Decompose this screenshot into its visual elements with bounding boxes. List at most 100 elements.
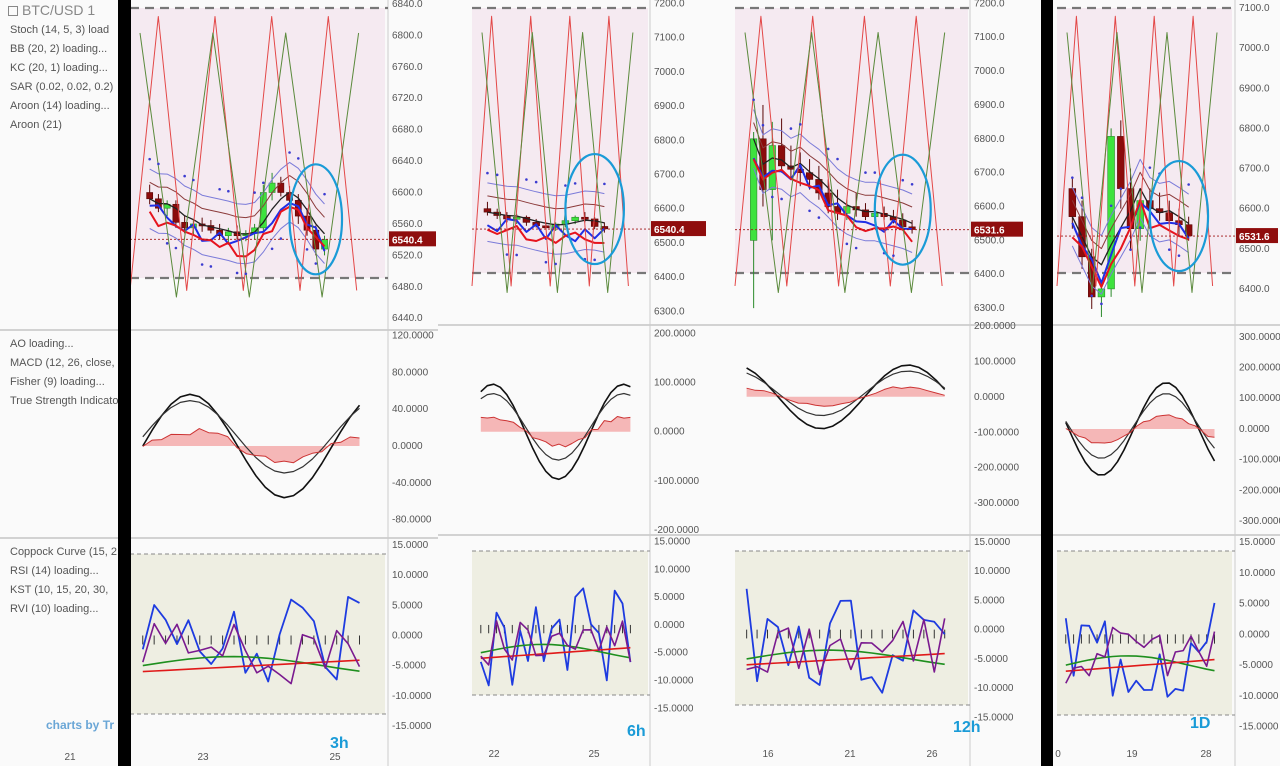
aroon-up-line: [734, 15, 943, 287]
aroon-down-line: [744, 32, 946, 293]
oscillator-axis-label: -5.0000: [392, 661, 426, 672]
annotation-ellipse: [1148, 159, 1210, 273]
oscillator-axis-label: -10.0000: [974, 683, 1014, 694]
oscillator-axis-label: 10.0000: [654, 564, 691, 575]
sar-dot: [314, 262, 318, 265]
tsi-line: [746, 386, 945, 407]
aroon-down-line: [139, 32, 360, 298]
timeframe-annotation: 1D: [1190, 715, 1210, 732]
timeframe-annotation: 3h: [330, 735, 349, 752]
oscillator-axis-label: -10.0000: [1239, 691, 1279, 702]
x-axis-tick-label: 21: [64, 752, 76, 763]
panel-separator: [1041, 0, 1053, 766]
annotation-ellipse: [288, 163, 344, 276]
macd-axis-label: -200.0000: [1239, 485, 1280, 496]
sar-dot: [544, 260, 548, 264]
oscillator-axis-label: 0.0000: [392, 630, 423, 641]
sar-dot: [826, 147, 830, 151]
current-price-badge: [651, 221, 706, 237]
aroon-down-line: [1066, 32, 1218, 293]
kst-line: [142, 655, 360, 672]
sar-dot: [761, 123, 765, 127]
oscillator-axis-label: 0.0000: [1239, 629, 1270, 640]
macd-axis-label: 100.0000: [1239, 393, 1280, 404]
tsi-line: [142, 428, 360, 464]
price-axis-label: 6400.0: [1239, 284, 1270, 295]
bollinger-lower-line: [149, 221, 325, 265]
macd-axis-label: -200.0000: [654, 525, 699, 536]
price-axis-label: 7100.0: [654, 33, 685, 44]
sar-dot: [554, 262, 557, 266]
sar-dot: [892, 254, 895, 257]
sar-dot: [873, 171, 877, 174]
sar-dot: [253, 191, 256, 194]
macd-axis-label: 200.0000: [1239, 362, 1280, 373]
rsi-line: [1064, 602, 1216, 698]
price-axis-label: 6700.0: [1239, 164, 1270, 175]
price-axis-label: 6900.0: [974, 100, 1005, 111]
sar-dot: [235, 271, 239, 275]
oscillator-axis-label: -5.0000: [1239, 660, 1273, 671]
sar-dot: [798, 123, 802, 126]
sar-dot: [288, 151, 291, 154]
macd-axis-label: 120.0000: [392, 331, 434, 342]
macd-axis-label: 40.0000: [392, 404, 429, 415]
price-axis-label: 6700.0: [654, 169, 685, 180]
current-price-badge: [971, 221, 1023, 237]
panel-separator: [118, 0, 131, 766]
kst-line: [746, 649, 945, 666]
current-price-label: 6540.4: [654, 225, 685, 236]
oscillator-axis-label: -5.0000: [654, 648, 688, 659]
bollinger-upper-line: [753, 109, 913, 195]
price-axis-label: 6800.0: [392, 30, 423, 41]
sar-dot: [323, 192, 326, 196]
price-axis-label: 6760.0: [392, 62, 423, 73]
oscillator-axis-label: 5.0000: [1239, 599, 1270, 610]
annotation-ellipse: [564, 152, 626, 266]
price-axis-label: 6600.0: [1239, 204, 1270, 215]
sar-dot: [244, 272, 248, 276]
price-axis-label: 6300.0: [974, 303, 1005, 314]
sar-dot: [1177, 254, 1181, 257]
rsi-line: [745, 588, 946, 694]
sar-dot: [279, 237, 283, 240]
macd-histogram-area: [746, 386, 945, 407]
kst-line: [1065, 655, 1215, 672]
price-axis-label: 6800.0: [974, 134, 1005, 145]
aroon-down-line: [481, 32, 634, 293]
keltner-upper-line: [149, 175, 325, 219]
price-axis-label: 6300.0: [654, 306, 685, 317]
signal-line: [1065, 393, 1215, 459]
oscillator-axis-label: 10.0000: [974, 566, 1011, 577]
oscillator-axis-label: 5.0000: [392, 600, 423, 611]
bollinger-lower-line: [487, 240, 605, 255]
candle: [805, 172, 814, 180]
macd-histogram-area: [480, 416, 631, 447]
sar-dot: [495, 173, 499, 177]
price-axis-label: 6600.0: [392, 188, 423, 199]
price-axis-label: 6640.0: [392, 156, 423, 167]
sar-dot: [270, 247, 274, 251]
rvi-line: [142, 622, 361, 685]
macd-axis-label: 200.0000: [654, 328, 696, 339]
candle: [268, 182, 276, 193]
macd-axis-label: -200.0000: [974, 463, 1019, 474]
oscillator-axis-label: 10.0000: [392, 570, 429, 581]
sar-dot: [165, 242, 169, 245]
macd-axis-label: -80.0000: [392, 515, 432, 526]
macd-axis-label: 0.0000: [974, 392, 1005, 403]
candle: [778, 145, 786, 167]
price-axis-label: 6800.0: [654, 135, 685, 146]
candle: [1097, 288, 1106, 298]
price-axis-label: 7000.0: [654, 67, 685, 78]
x-axis-tick-label: 21: [844, 749, 856, 760]
current-price-label: 6540.4: [392, 235, 423, 246]
macd-axis-label: 80.0000: [392, 367, 429, 378]
macd-axis-label: -100.0000: [654, 476, 699, 487]
sar-dot: [1138, 226, 1142, 229]
sar-dot: [573, 182, 577, 185]
sar-dot: [780, 197, 783, 201]
sar-dot: [752, 98, 755, 102]
chart-panel-6h: 7200.0 7100.0 7000.0 6900.0 6800.0 6700.0 6600…: [438, 0, 708, 766]
macd-axis-label: -100.0000: [1239, 455, 1280, 466]
